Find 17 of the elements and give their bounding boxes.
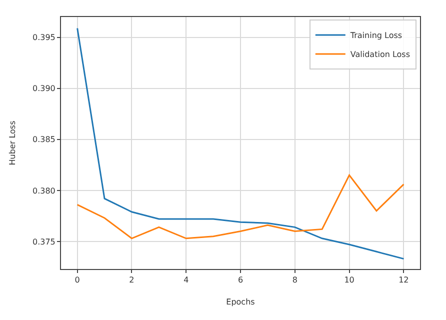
x-tick-label: 2: [129, 276, 134, 285]
line-series: [76, 174, 404, 240]
x-tick-label: 6: [238, 276, 244, 285]
y-tick-label: 0.375: [32, 237, 56, 246]
x-tick-label: 0: [74, 276, 80, 285]
x-tick-label: 12: [398, 276, 409, 285]
x-tick-label: 4: [184, 276, 189, 285]
y-tick-label: 0.385: [32, 135, 56, 144]
y-tick-label: 0.395: [32, 33, 56, 42]
y-tick-label: 0.390: [32, 84, 56, 94]
y-tick-label: 0.380: [32, 186, 56, 196]
x-tick-label: 10: [344, 276, 354, 285]
legend-label: Validation Loss: [350, 50, 410, 60]
legend-label: Training Loss: [349, 31, 402, 40]
x-axis-title: Epochs: [226, 298, 255, 307]
x-tick-label: 8: [292, 276, 298, 285]
y-axis-title: Huber Loss: [8, 120, 18, 166]
